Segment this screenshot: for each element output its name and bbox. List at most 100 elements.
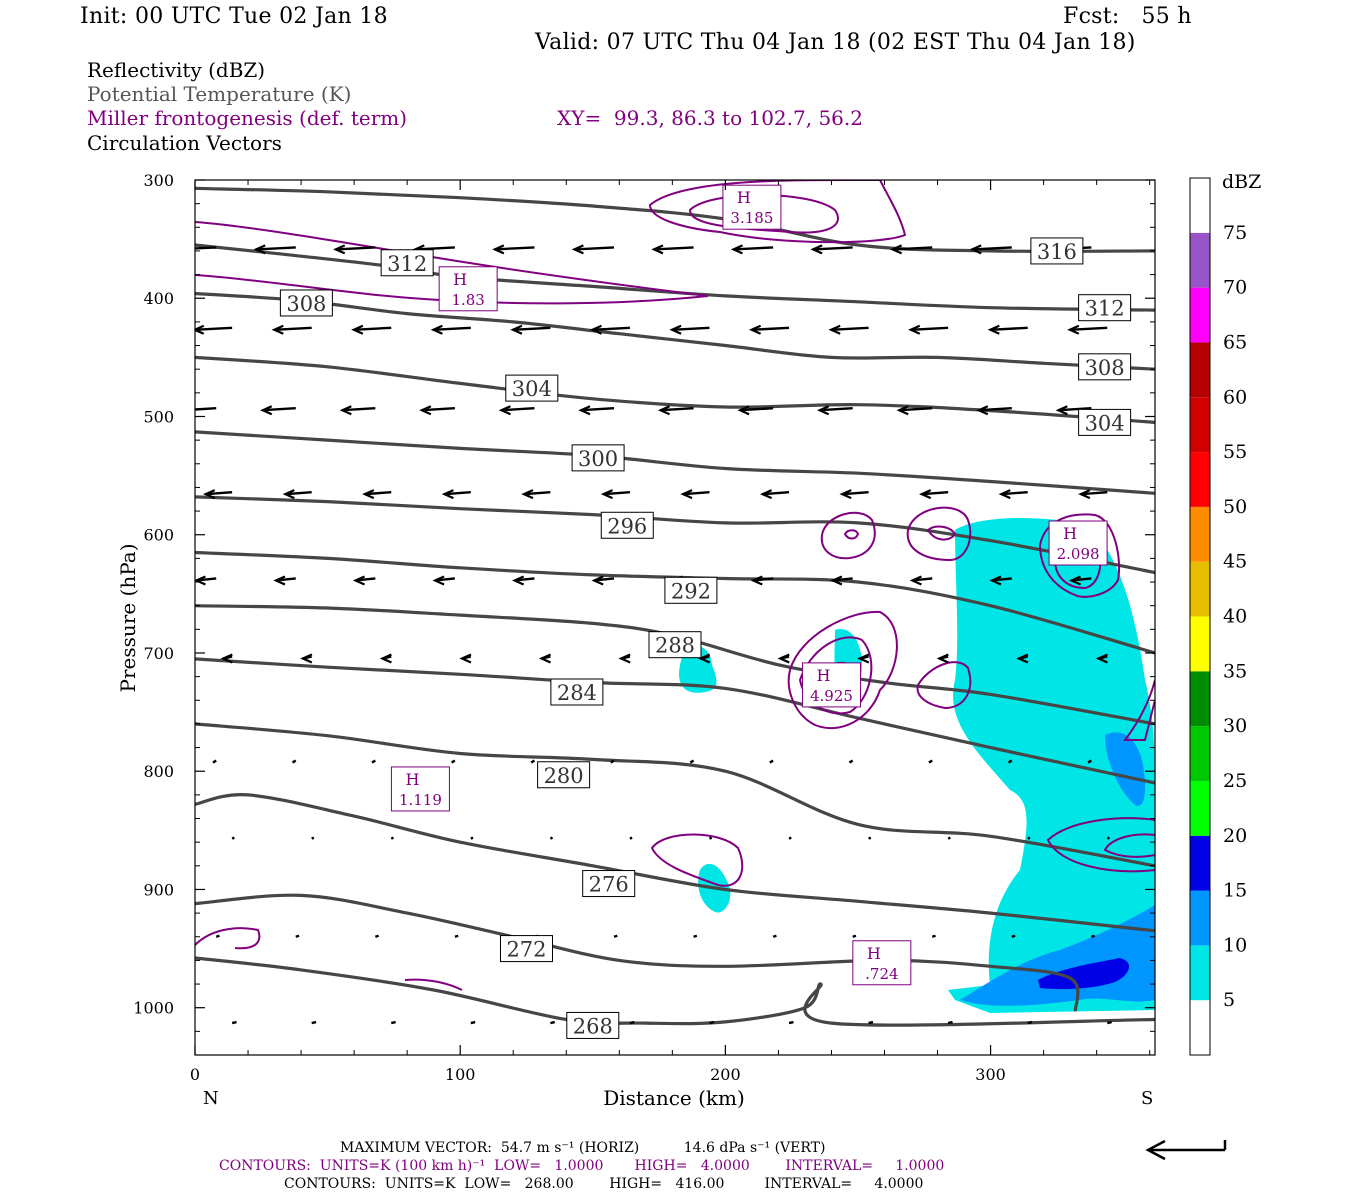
- circulation-vector: [708, 836, 713, 840]
- circulation-vector: [550, 1020, 556, 1025]
- circulation-vector: [919, 489, 949, 500]
- circulation-vector: [374, 934, 379, 938]
- circulation-vector: [511, 575, 535, 586]
- colorbar-tick-label: 30: [1223, 715, 1247, 737]
- circulation-vector: [339, 405, 376, 416]
- svg-text:284: 284: [557, 681, 597, 705]
- frontogenesis-contour: [798, 636, 873, 715]
- circulation-vector: [432, 575, 456, 586]
- circulation-vector: [195, 407, 217, 411]
- legend-theta: Potential Temperature (K): [87, 82, 352, 106]
- circulation-vector: [976, 405, 1012, 416]
- max-vector-note: MAXIMUM VECTOR: 54.7 m s⁻¹ (HORIZ) 14.6 …: [340, 1140, 826, 1156]
- valid-time: Valid: 07 UTC Thu 04 Jan 18 (02 EST Thu …: [535, 30, 1136, 55]
- svg-text:3.185: 3.185: [730, 209, 773, 227]
- colorbar-segment: [1190, 780, 1210, 836]
- frontogenesis-contour: [916, 661, 972, 710]
- circulation-vector: [231, 836, 235, 840]
- theta-contour-308: [195, 291, 1155, 371]
- circulation-vector: [362, 489, 392, 500]
- circulation-vector: [750, 575, 774, 586]
- circulation-vector: [1106, 836, 1110, 840]
- legend-xy: XY= 99.3, 86.3 to 102.7, 56.2: [557, 106, 863, 130]
- frontogenesis-contour: [843, 529, 860, 540]
- svg-text:100: 100: [445, 1065, 476, 1084]
- circulation-vector: [1011, 934, 1016, 938]
- svg-text:700: 700: [143, 644, 174, 663]
- svg-text:H: H: [867, 944, 881, 963]
- frontogenesis-contour: [1038, 513, 1121, 598]
- circulation-vector: [618, 653, 631, 664]
- circulation-vector: [669, 324, 710, 335]
- theta-contour-label: 316: [1030, 237, 1084, 265]
- circulation-vector: [591, 575, 615, 586]
- x-end-label-south: S: [1141, 1088, 1153, 1109]
- circulation-vector: [1095, 653, 1108, 664]
- legend-frontogenesis: Miller frontogenesis (def. term): [87, 106, 408, 130]
- circulation-vector: [498, 405, 535, 416]
- theta-contour-304: [195, 355, 1155, 424]
- frontogenesis-contour: [650, 833, 744, 887]
- circulation-vector: [530, 759, 536, 764]
- circulation-vector: [839, 489, 869, 500]
- circulation-vector: [271, 324, 312, 335]
- svg-text:4.925: 4.925: [810, 687, 853, 705]
- circulation-vector: [571, 244, 615, 255]
- y-axis-label: Pressure (hPa): [116, 544, 140, 693]
- x-tick: 0: [190, 180, 200, 1084]
- frontogenesis-max-label: H .724: [852, 940, 912, 986]
- colorbar-segment: [1190, 452, 1210, 507]
- svg-text:1.83: 1.83: [451, 291, 484, 309]
- y-tick: 300: [143, 171, 1155, 190]
- circulation-vector: [352, 575, 376, 586]
- circulation-vector: [220, 653, 233, 664]
- theta-contour-296: [195, 495, 1155, 575]
- svg-text:268: 268: [573, 1014, 613, 1038]
- circulation-vector: [510, 324, 551, 335]
- svg-text:308: 308: [286, 292, 326, 316]
- svg-text:296: 296: [607, 514, 647, 538]
- svg-text:276: 276: [589, 873, 629, 897]
- theta-contour-labels: 316 312 312 308 308 304 304 300 296 292 288 284 280 2…: [279, 237, 1132, 1039]
- frontogenesis-contours: [195, 180, 1155, 991]
- theta-contour-label: 284: [550, 678, 604, 706]
- frontogenesis-max-label: H 4.925: [801, 662, 861, 708]
- colorbar-tick-label: 35: [1223, 660, 1247, 682]
- circulation-vector: [689, 759, 695, 764]
- y-tick: 900: [143, 880, 1155, 899]
- frontogenesis-maxima-labels: H 3.185 H 1.83 H 2.098 H 4.925 H 1.119 H .724: [390, 184, 1108, 986]
- circulation-vector: [772, 934, 777, 938]
- circulation-vector: [195, 324, 233, 335]
- circulation-vector: [737, 405, 774, 416]
- colorbar-segment: [1190, 726, 1210, 781]
- colorbar-tick-label: 50: [1223, 496, 1247, 518]
- svg-text:308: 308: [1085, 356, 1125, 380]
- axes: 300 400 500 600 700 800 900 1000 0 100 200 300: [133, 171, 1155, 1084]
- svg-text:300: 300: [578, 447, 618, 471]
- circulation-vector: [651, 244, 694, 255]
- svg-text:312: 312: [387, 252, 427, 276]
- colorbar: 5 10 15 20 25 30 35 40 45 50 55 60 65 70 75 dBZ: [1189, 171, 1261, 1056]
- colorbar-segment: [1190, 890, 1210, 946]
- colorbar-tick-label: 40: [1223, 606, 1247, 628]
- circulation-vector: [260, 405, 296, 416]
- theta-contour-label: 304: [1078, 408, 1132, 436]
- circulation-vector: [454, 934, 459, 938]
- y-tick: 500: [143, 407, 1155, 426]
- circulation-vector: [195, 246, 217, 250]
- theta-contour-label: 296: [600, 511, 654, 539]
- colorbar-tick-label: 20: [1223, 825, 1247, 847]
- theta-contour-284: [195, 657, 1155, 785]
- colorbar-tick-label: 45: [1223, 551, 1247, 573]
- reflectivity-15dbz-area: [1038, 958, 1130, 990]
- svg-text:2.098: 2.098: [1057, 545, 1100, 563]
- circulation-vector: [1091, 934, 1096, 938]
- svg-text:200: 200: [710, 1065, 741, 1084]
- colorbar-segment: [1190, 1000, 1210, 1055]
- theta-contour-label: 304: [505, 374, 559, 402]
- svg-text:300: 300: [975, 1065, 1006, 1084]
- circulation-vector: [848, 759, 854, 764]
- frontogenesis-contour: [1046, 817, 1155, 873]
- x-tick: 300: [975, 180, 1006, 1084]
